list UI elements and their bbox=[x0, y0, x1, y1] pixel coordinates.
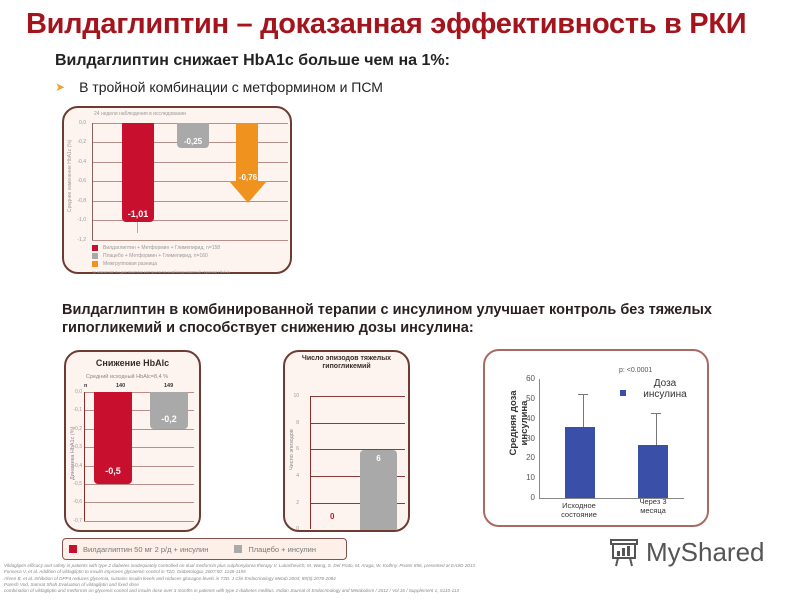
y-tick: -0,6 bbox=[77, 178, 86, 184]
y-tick: -1,0 bbox=[77, 217, 86, 223]
legend-label: Доза инсулина bbox=[643, 378, 687, 400]
bar-placebo: -0,2 bbox=[150, 392, 188, 429]
myshared-logo[interactable]: MyShared bbox=[608, 537, 765, 568]
bar-vildagliptin: -0,5 bbox=[94, 392, 132, 484]
references: Vildagliptin efficacy and safety in pati… bbox=[4, 563, 475, 594]
bar-baseline bbox=[565, 427, 595, 498]
chart1-title: 24 недели наблюдения в исследовании bbox=[94, 111, 186, 117]
chart-hba1c-reduction: Снижение HbAlc Средний исходный HbAlc=8,… bbox=[64, 350, 201, 532]
bar-placebo: 6 bbox=[360, 450, 397, 530]
legend-swatch-placebo bbox=[234, 545, 243, 553]
chart-hypoglycemia: Число эпизодов тяжелых гипогликемий Числ… bbox=[283, 350, 410, 532]
bullet-text: В тройной комбинации с метформином и ПСМ bbox=[79, 79, 383, 95]
bottom-legend: Вилдаглиптин 50 мг 2 р/д + инсулин Плаце… bbox=[62, 538, 347, 560]
y-tick: -0,2 bbox=[77, 139, 86, 145]
y-tick: 0,0 bbox=[79, 120, 86, 126]
legend-swatch bbox=[620, 390, 626, 396]
presentation-board-icon bbox=[610, 538, 638, 566]
legend-item: Вилдаглиптин + Метформин + Глимепирид, n… bbox=[92, 245, 220, 251]
p-value-annotation: p: <0.0001 bbox=[619, 367, 653, 374]
arrow-bullet-icon: ➤ bbox=[55, 80, 66, 94]
bullet-item: ➤ В тройной комбинации с метформином и П… bbox=[55, 79, 383, 95]
legend-swatch-vildagliptin bbox=[69, 545, 77, 553]
page-title: Вилдаглиптин – доказанная эффективность … bbox=[26, 8, 747, 40]
bar-value-vildagliptin: 0 bbox=[330, 512, 335, 521]
chart-hba1c-triple: 24 недели наблюдения в исследовании Сред… bbox=[62, 106, 292, 274]
bar-placebo: -0,25 bbox=[177, 123, 209, 148]
y-tick: -0,4 bbox=[77, 159, 86, 165]
x-label: Исходное состояние bbox=[561, 501, 597, 519]
bar-3-months bbox=[638, 445, 668, 498]
x-label: Через 3 месяца bbox=[639, 497, 667, 515]
chart1-footnote: *p значение по достижении контроля на ко… bbox=[92, 269, 231, 274]
y-tick: -1,2 bbox=[77, 237, 86, 243]
subtitle: Вилдаглиптин снижает HbA1c больше чем на… bbox=[55, 52, 450, 69]
legend-item: Межгрупповая разница bbox=[92, 261, 157, 267]
chart-insulin-dose: p: <0.0001 Доза инсулина Средняя доза ин… bbox=[483, 349, 709, 527]
section2-text: Вилдаглиптин в комбинированной терапии с… bbox=[62, 302, 712, 336]
y-tick: -0,8 bbox=[77, 198, 86, 204]
difference-arrow bbox=[236, 123, 258, 181]
bar-vildagliptin: -1,01 bbox=[122, 123, 154, 222]
legend-item: Плацебо + Метформин + Глимепирид, n=160 bbox=[92, 253, 208, 259]
